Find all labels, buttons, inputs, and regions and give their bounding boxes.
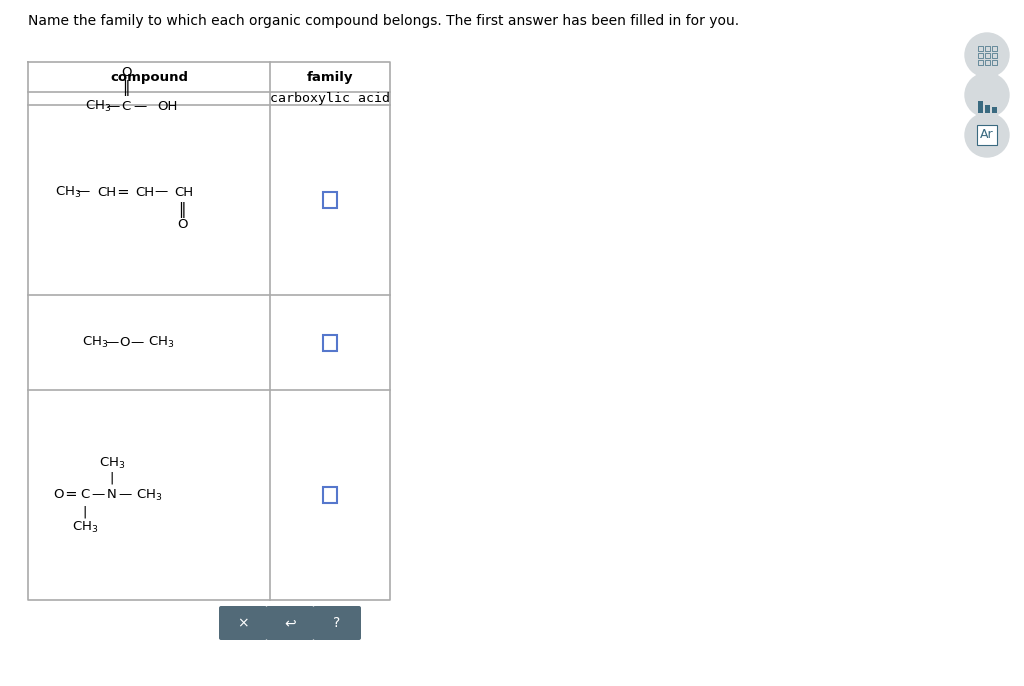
Text: ═: ═ xyxy=(67,488,76,503)
Bar xyxy=(978,45,982,51)
Bar xyxy=(978,60,982,64)
Text: $\mathsf{CH_3}$: $\mathsf{CH_3}$ xyxy=(85,99,112,114)
Bar xyxy=(323,335,337,351)
Text: —: — xyxy=(106,100,120,113)
Bar xyxy=(323,192,337,208)
Text: compound: compound xyxy=(110,71,188,84)
Bar xyxy=(978,101,983,113)
Text: carboxylic acid: carboxylic acid xyxy=(270,92,390,105)
Text: —: — xyxy=(105,336,119,349)
Bar xyxy=(323,487,337,503)
Text: CH: CH xyxy=(174,185,194,198)
Text: O: O xyxy=(121,66,131,79)
Bar xyxy=(978,53,982,58)
Text: CH: CH xyxy=(135,185,155,198)
Bar xyxy=(984,53,989,58)
Text: —: — xyxy=(155,185,168,198)
Text: —: — xyxy=(77,185,90,198)
Text: |: | xyxy=(110,471,115,484)
FancyBboxPatch shape xyxy=(313,606,361,640)
Bar xyxy=(985,105,990,113)
FancyBboxPatch shape xyxy=(266,606,314,640)
Text: ×: × xyxy=(238,616,249,630)
Circle shape xyxy=(965,73,1009,117)
Bar xyxy=(992,107,997,113)
Text: |: | xyxy=(83,506,87,519)
Text: —: — xyxy=(119,488,132,501)
Text: —: — xyxy=(130,336,143,349)
Text: O: O xyxy=(119,336,129,349)
Text: $\mathsf{CH_3}$: $\mathsf{CH_3}$ xyxy=(98,456,125,471)
Text: $\mathsf{CH_3}$: $\mathsf{CH_3}$ xyxy=(148,335,174,350)
Text: O: O xyxy=(53,488,63,501)
Text: O: O xyxy=(177,219,187,231)
Text: $\mathsf{CH_3}$: $\mathsf{CH_3}$ xyxy=(55,185,82,200)
Bar xyxy=(984,45,989,51)
Text: N: N xyxy=(108,488,117,501)
Bar xyxy=(991,53,996,58)
Text: C: C xyxy=(122,100,131,113)
Text: family: family xyxy=(307,71,353,84)
Text: ↩: ↩ xyxy=(285,616,296,630)
Text: ?: ? xyxy=(334,616,341,630)
Text: ═: ═ xyxy=(119,185,127,200)
Circle shape xyxy=(965,33,1009,77)
Text: —: — xyxy=(133,100,146,113)
Text: Ar: Ar xyxy=(980,128,994,141)
Text: $\mathsf{CH_3}$: $\mathsf{CH_3}$ xyxy=(82,335,109,350)
Text: ‖: ‖ xyxy=(178,202,185,218)
Text: Name the family to which each organic compound belongs. The first answer has bee: Name the family to which each organic co… xyxy=(28,14,739,28)
Text: —: — xyxy=(91,488,104,501)
Circle shape xyxy=(965,113,1009,157)
Text: OH: OH xyxy=(157,100,177,113)
Bar xyxy=(991,60,996,64)
Text: CH: CH xyxy=(97,185,116,198)
FancyBboxPatch shape xyxy=(219,606,267,640)
Bar xyxy=(991,45,996,51)
Text: $\mathsf{CH_3}$: $\mathsf{CH_3}$ xyxy=(72,519,98,534)
Text: ‖: ‖ xyxy=(122,80,130,97)
Text: C: C xyxy=(80,488,90,501)
Bar xyxy=(984,60,989,64)
Text: $\mathsf{CH_3}$: $\mathsf{CH_3}$ xyxy=(136,488,163,503)
